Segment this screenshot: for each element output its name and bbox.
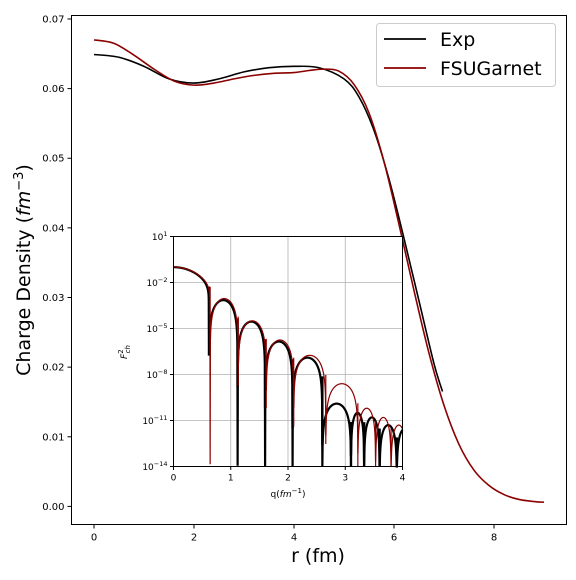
inset-y-tick-label: 10−5 — [146, 322, 167, 335]
main-x-tick-label: 2 — [191, 533, 197, 544]
main-y-label-exponent: −3 — [12, 172, 27, 191]
inset-y-tick-label: 101 — [152, 230, 168, 243]
main-plot-frame — [71, 15, 567, 525]
inset-x-tick-label: 1 — [228, 474, 234, 484]
main-y-tick-label: 0.03 — [42, 293, 64, 304]
main-x-tick-label: 4 — [291, 533, 297, 544]
legend-label-fsugarnet: FSUGarnet — [440, 58, 542, 80]
main-y-tick-label: 0.06 — [42, 84, 64, 95]
main-y-tick-label: 0.01 — [42, 432, 64, 443]
inset-y-tick-label: 10−11 — [142, 414, 167, 427]
main-plot-area: 0 2 4 6 8 0.00 0.01 0.02 0.03 0.04 0.05 0.06 0.07 r… — [12, 14, 567, 567]
main-y-label-close: ) — [13, 164, 35, 171]
inset-x-axis: 0 1 2 3 4 — [171, 466, 406, 484]
inset-y-tick-label: 10−2 — [146, 276, 167, 289]
main-x-tick-label: 8 — [491, 533, 497, 544]
inset-x-label-unit: fm — [280, 490, 292, 500]
inset-y-axis-label: F2ch — [117, 345, 132, 359]
inset-series-group — [173, 266, 404, 468]
main-y-tick-label: 0.00 — [42, 502, 64, 513]
main-y-axis-label: Charge Density (fm−3) — [12, 164, 35, 376]
inset-y-axis: 101 10−2 10−5 10−8 10−11 10−14 — [142, 230, 174, 473]
inset-y-tick-label: 10−14 — [142, 460, 167, 473]
main-x-tick-label: 6 — [391, 533, 397, 544]
main-x-axis-label: r (fm) — [291, 545, 345, 567]
inset-y-label-sup: 2 — [117, 349, 125, 353]
main-series-line-1 — [93, 39, 545, 504]
main-y-tick-label: 0.05 — [42, 154, 64, 165]
main-y-tick-label: 0.04 — [42, 223, 64, 234]
inset-x-axis-label: q(fm−1) — [270, 487, 305, 500]
main-y-label-text: Charge Density ( — [13, 216, 35, 376]
inset-x-tick-label: 3 — [342, 474, 348, 484]
inset-x-tick-label: 4 — [400, 474, 406, 484]
legend: Exp FSUGarnet — [376, 23, 556, 87]
inset-x-label-text: q( — [270, 490, 279, 500]
inset-series-line-1 — [173, 266, 404, 467]
legend-label-exp: Exp — [440, 29, 475, 51]
inset-y-label-base: F — [120, 353, 130, 359]
main-y-label-unit: fm — [13, 191, 35, 216]
inset-x-tick-label: 2 — [285, 474, 291, 484]
main-x-tick-label: 0 — [91, 533, 97, 544]
main-x-axis: 0 2 4 6 8 — [91, 524, 497, 544]
main-y-axis: 0.00 0.01 0.02 0.03 0.04 0.05 0.06 0.07 — [42, 14, 72, 513]
inset-x-tick-label: 0 — [171, 474, 177, 484]
inset-x-label-exponent: −1 — [292, 487, 302, 495]
main-series-group — [93, 39, 545, 504]
main-y-tick-label: 0.07 — [42, 14, 64, 25]
inset-x-label-close: ) — [302, 490, 306, 500]
inset-y-label-sub: ch — [124, 345, 132, 353]
main-y-tick-label: 0.02 — [42, 363, 64, 374]
inset-y-tick-label: 10−8 — [146, 368, 167, 381]
